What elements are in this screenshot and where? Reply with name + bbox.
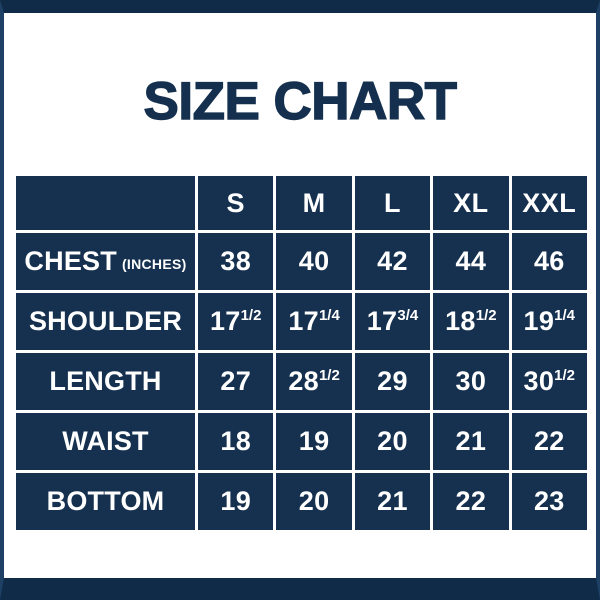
measurement-whole: 21	[455, 426, 487, 456]
measurement-whole: 20	[298, 486, 330, 516]
size-chart-table-container: S M L XL XXL CHEST (INCHES) 38 40 42 44 46 SHOULDER 1…	[13, 173, 590, 533]
row-label-text: WAIST	[62, 426, 149, 456]
measurement-cell: 29	[351, 350, 434, 413]
column-header-xl: XL	[430, 173, 512, 233]
row-label-length: LENGTH	[13, 350, 198, 413]
row-unit-note: (INCHES)	[121, 256, 187, 272]
measurement-whole: 46	[533, 246, 565, 276]
table-row: CHEST (INCHES) 38 40 42 44 46	[13, 230, 590, 293]
measurement-whole: 18	[220, 426, 252, 456]
measurement-cell: 173/4	[351, 290, 434, 353]
row-label-text: BOTTOM	[46, 486, 165, 516]
measurement-whole: 22	[455, 486, 487, 516]
measurement-cell: 22	[430, 470, 512, 533]
measurement-whole: 38	[220, 246, 252, 276]
column-header-xxl: XXL	[508, 173, 590, 233]
measurement-cell: 38	[194, 230, 277, 293]
measurement-fraction: 1/4	[554, 307, 575, 324]
measurement-whole: 17	[288, 306, 319, 336]
measurement-cell: 171/4	[273, 290, 355, 353]
measurement-cell: 281/2	[273, 350, 355, 413]
row-label-waist: WAIST	[13, 410, 198, 473]
table-row: BOTTOM 19 20 21 22 23	[13, 470, 590, 533]
measurement-whole: 30	[455, 366, 487, 396]
measurement-fraction: 1/4	[318, 307, 340, 324]
measurement-cell: 23	[508, 470, 590, 533]
measurement-fraction: 1/2	[318, 367, 340, 384]
measurement-fraction: 1/2	[475, 307, 497, 324]
measurement-cell: 46	[508, 230, 590, 293]
measurement-cell: 19	[194, 470, 277, 533]
measurement-whole: 27	[220, 366, 252, 396]
measurement-whole: 22	[533, 426, 565, 456]
measurement-cell: 21	[430, 410, 512, 473]
table-row: LENGTH 27 281/2 29 30 301/2	[13, 350, 590, 413]
measurement-whole: 28	[288, 366, 319, 396]
measurement-cell: 20	[273, 470, 355, 533]
measurement-cell: 20	[351, 410, 434, 473]
measurement-whole: 30	[523, 366, 555, 396]
measurement-fraction: 3/4	[397, 307, 419, 324]
size-chart-table-body: S M L XL XXL CHEST (INCHES) 38 40 42 44 46 SHOULDER 1…	[13, 173, 590, 533]
measurement-whole: 44	[455, 246, 487, 276]
measurement-fraction: 1/2	[240, 307, 262, 324]
measurement-cell: 191/4	[508, 290, 590, 353]
row-label-chest: CHEST (INCHES)	[13, 230, 198, 293]
measurement-cell: 42	[351, 230, 434, 293]
poster-inner: SIZE CHART S M L XL XXL CHEST (INCHES) 38 40 42 44…	[4, 13, 596, 578]
measurement-whole: 42	[377, 246, 408, 276]
measurement-cell: 30	[430, 350, 512, 413]
measurement-whole: 18	[445, 306, 476, 336]
row-label-shoulder: SHOULDER	[13, 290, 198, 353]
measurement-whole: 23	[533, 486, 565, 516]
measurement-cell: 181/2	[430, 290, 512, 353]
measurement-whole: 17	[366, 306, 398, 336]
measurement-whole: 19	[220, 486, 252, 516]
measurement-whole: 20	[377, 426, 408, 456]
measurement-cell: 40	[273, 230, 355, 293]
measurement-whole: 19	[523, 306, 555, 336]
row-label-text: LENGTH	[49, 366, 162, 396]
measurement-whole: 19	[298, 426, 330, 456]
table-corner-cell	[13, 173, 198, 233]
measurement-cell: 22	[508, 410, 590, 473]
column-header-m: M	[273, 173, 355, 233]
table-row: SHOULDER 171/2 171/4 173/4 181/2 191/4	[13, 290, 590, 353]
page-title: SIZE CHART	[143, 72, 458, 131]
row-label-bottom: BOTTOM	[13, 470, 198, 533]
size-chart-table: S M L XL XXL CHEST (INCHES) 38 40 42 44 46 SHOULDER 1…	[13, 173, 590, 533]
measurement-cell: 19	[273, 410, 355, 473]
measurement-fraction: 1/2	[554, 367, 575, 384]
column-header-s: S	[194, 173, 277, 233]
measurement-cell: 44	[430, 230, 512, 293]
table-row: WAIST 18 19 20 21 22	[13, 410, 590, 473]
row-label-text: CHEST	[24, 246, 117, 276]
measurement-whole: 40	[298, 246, 330, 276]
measurement-cell: 18	[194, 410, 277, 473]
table-header-row: S M L XL XXL	[13, 173, 590, 233]
measurement-cell: 21	[351, 470, 434, 533]
measurement-whole: 17	[209, 306, 241, 336]
measurement-whole: 21	[377, 486, 408, 516]
row-label-text: SHOULDER	[28, 306, 183, 336]
measurement-cell: 171/2	[194, 290, 277, 353]
column-header-l: L	[351, 173, 434, 233]
measurement-whole: 29	[377, 366, 408, 396]
measurement-cell: 301/2	[508, 350, 590, 413]
measurement-cell: 27	[194, 350, 277, 413]
